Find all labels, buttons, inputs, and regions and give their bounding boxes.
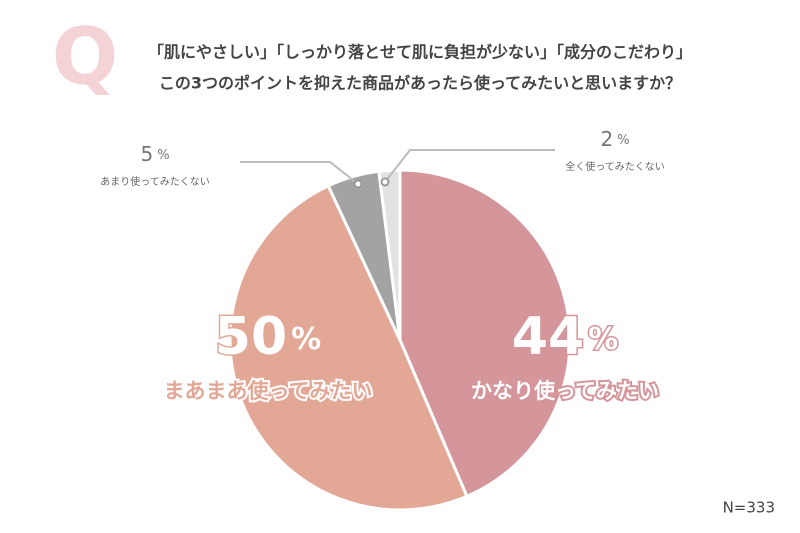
pie-slice bbox=[398, 168, 572, 498]
q-mark: Q bbox=[52, 12, 118, 102]
pie bbox=[228, 168, 572, 512]
category-label: まあまあ使ってみたい bbox=[164, 379, 373, 403]
leader-dot bbox=[353, 179, 363, 189]
category-label: かなり使ってみたい bbox=[471, 379, 659, 403]
value-label: 5% bbox=[140, 142, 169, 166]
leader-dot bbox=[380, 177, 390, 187]
category-label: 全く使ってみたくない bbox=[565, 160, 665, 173]
chart-title: 「肌にやさしい」「しっかり落とせて肌に負担が少ない」「成分のこだわり」 bbox=[148, 43, 692, 62]
value-label: 50% bbox=[215, 307, 321, 367]
leader-line bbox=[240, 161, 359, 185]
pie-slice bbox=[228, 184, 469, 512]
pie-slice bbox=[377, 168, 402, 342]
category-label: あまり使ってみたくない bbox=[100, 175, 210, 188]
value-label: 44% bbox=[512, 307, 618, 367]
note: N=333 bbox=[723, 499, 775, 517]
chart-subtitle: この3つのポイントを抑えた商品があったら使ってみたいと思いますか？ bbox=[159, 74, 681, 93]
value-label: 2% bbox=[600, 127, 629, 151]
leader-line bbox=[384, 149, 555, 183]
